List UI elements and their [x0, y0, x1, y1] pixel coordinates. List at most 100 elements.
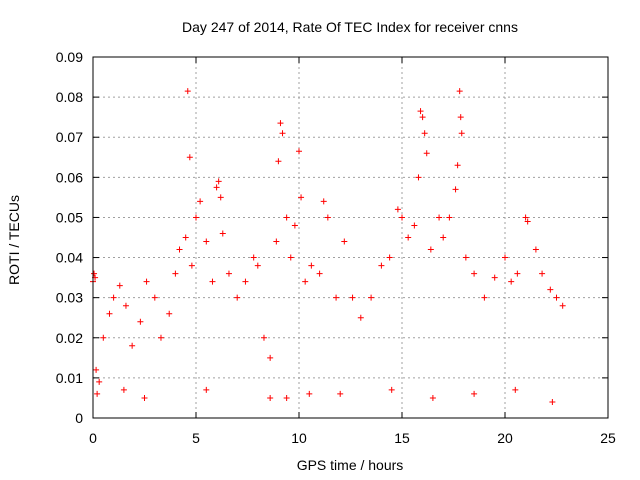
data-point — [141, 394, 148, 401]
x-tick-label: 0 — [89, 430, 97, 446]
data-point — [553, 294, 560, 301]
y-tick-label: 0.03 — [56, 290, 83, 306]
data-point — [267, 354, 274, 361]
data-point — [215, 178, 222, 185]
data-point — [254, 262, 261, 269]
data-point — [93, 366, 100, 373]
data-point — [454, 162, 461, 169]
data-point — [283, 214, 290, 221]
data-point — [217, 194, 224, 201]
data-point — [287, 254, 294, 261]
data-point — [324, 214, 331, 221]
data-point — [157, 334, 164, 341]
data-point — [91, 270, 98, 277]
data-point — [429, 394, 436, 401]
x-tick-label: 15 — [394, 430, 410, 446]
x-tick-label: 10 — [291, 430, 307, 446]
data-point — [209, 278, 216, 285]
data-point — [306, 390, 313, 397]
data-point — [291, 222, 298, 229]
data-point — [188, 262, 195, 269]
data-point — [137, 318, 144, 325]
data-point — [283, 394, 290, 401]
data-point — [471, 270, 478, 277]
data-point — [440, 234, 447, 241]
data-point — [508, 278, 515, 285]
data-point — [411, 222, 418, 229]
data-point — [399, 214, 405, 221]
data-point — [491, 274, 498, 281]
data-point — [298, 194, 305, 201]
data-point — [100, 334, 107, 341]
data-point — [234, 294, 241, 301]
data-point — [341, 238, 348, 245]
data-point — [427, 246, 434, 253]
data-point — [539, 270, 546, 277]
data-point — [120, 386, 127, 393]
data-point — [129, 342, 136, 349]
data-point — [267, 394, 274, 401]
data-point — [524, 218, 531, 225]
data-point — [110, 294, 117, 301]
data-point — [94, 390, 101, 397]
data-point — [378, 262, 385, 269]
data-point — [456, 88, 463, 95]
data-point — [203, 386, 210, 393]
data-point — [512, 386, 519, 393]
data-point — [182, 234, 189, 241]
data-point — [458, 130, 465, 137]
data-point — [547, 286, 554, 293]
data-point — [349, 294, 356, 301]
data-point — [522, 214, 529, 221]
y-tick-label: 0 — [75, 410, 83, 426]
y-tick-label: 0.08 — [56, 89, 83, 105]
y-tick-label: 0.05 — [56, 209, 83, 225]
data-point — [436, 214, 443, 221]
plot-frame — [92, 56, 609, 419]
data-point — [388, 386, 395, 393]
data-point — [368, 294, 375, 301]
data-point — [151, 294, 158, 301]
data-point — [302, 278, 309, 285]
data-point — [457, 114, 464, 121]
data-point — [225, 270, 232, 277]
data-point — [96, 378, 103, 385]
data-point — [549, 398, 556, 405]
data-point — [446, 214, 453, 221]
data-point — [273, 238, 280, 245]
data-point — [193, 214, 199, 221]
data-point — [166, 310, 173, 317]
data-point — [203, 238, 210, 245]
data-point — [559, 302, 566, 309]
data-point — [176, 246, 183, 253]
data-point — [213, 184, 220, 191]
data-point — [423, 150, 430, 157]
data-point — [242, 278, 249, 285]
data-point — [296, 148, 302, 155]
data-point — [320, 198, 327, 205]
data-point — [357, 314, 364, 321]
chart-title: Day 247 of 2014, Rate Of TEC Index for r… — [182, 19, 518, 35]
data-point — [386, 254, 393, 261]
y-tick-label: 0.02 — [56, 330, 83, 346]
y-tick-label: 0.07 — [56, 129, 83, 145]
grid-lines — [93, 57, 608, 418]
data-point — [308, 262, 315, 269]
data-point — [260, 334, 267, 341]
data-point — [184, 88, 191, 95]
data-point — [337, 390, 344, 397]
data-point — [417, 108, 424, 115]
data-point — [186, 154, 193, 161]
data-point — [415, 174, 422, 181]
data-point — [471, 390, 478, 397]
data-point — [405, 234, 412, 241]
data-point — [419, 114, 426, 121]
data-point — [116, 282, 123, 289]
axis-tick-labels: 0 0.01 0.02 0.03 0.04 0.05 0.06 0.07 0.08 0.09 0 5 1… — [56, 49, 616, 446]
data-point — [394, 206, 401, 213]
data-point — [250, 254, 257, 261]
data-point — [514, 270, 521, 277]
data-point — [421, 130, 428, 137]
